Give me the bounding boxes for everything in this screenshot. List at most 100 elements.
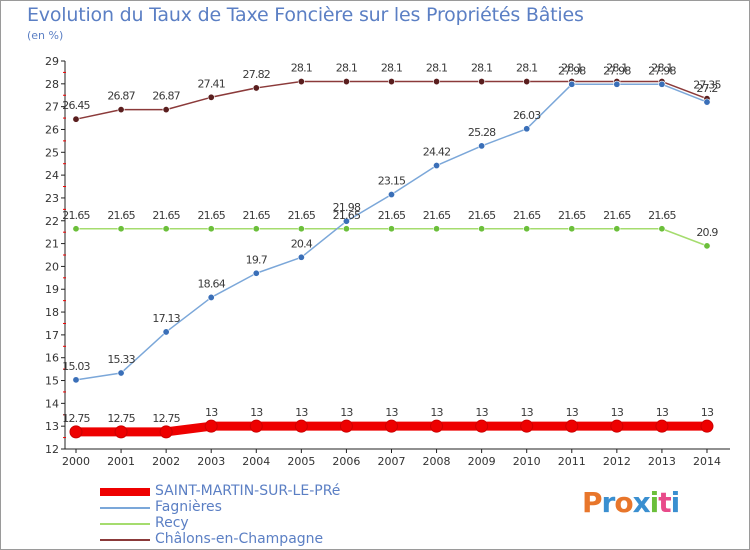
x-tick-label: 2012 <box>603 455 631 468</box>
data-label: 21.65 <box>378 209 406 222</box>
legend-label: SAINT-MARTIN-SUR-LE-PRé <box>155 483 341 499</box>
logo-letter: i <box>670 486 681 519</box>
data-point <box>387 78 395 86</box>
data-point <box>297 78 305 86</box>
x-tick-label: 2003 <box>197 455 225 468</box>
data-label: 28.1 <box>426 62 447 75</box>
y-tick-label: 24 <box>45 169 59 182</box>
data-point <box>69 425 83 439</box>
data-label: 13 <box>566 406 579 419</box>
legend-item: Fagnières <box>100 499 400 516</box>
x-tick-label: 2014 <box>693 455 721 468</box>
x-tick-label: 2000 <box>62 455 90 468</box>
x-tick-label: 2004 <box>242 455 270 468</box>
data-label: 18.64 <box>197 277 225 290</box>
legend-swatch <box>100 523 150 525</box>
data-label: 21.65 <box>423 209 451 222</box>
data-label: 26.87 <box>107 90 135 103</box>
x-tick-label: 2008 <box>423 455 451 468</box>
data-label: 24.42 <box>423 146 451 159</box>
data-point <box>72 115 80 123</box>
data-label: 28.1 <box>336 62 357 75</box>
data-point <box>117 369 125 377</box>
data-point <box>72 225 80 233</box>
proxiti-logo: Proxiti <box>582 486 681 519</box>
y-tick-label: 12 <box>45 443 59 456</box>
data-point <box>207 225 215 233</box>
data-label: 27.35 <box>693 79 721 92</box>
data-label: 23.15 <box>378 175 406 188</box>
data-label: 12.75 <box>62 412 90 425</box>
legend-item: Recy <box>100 515 400 532</box>
data-label: 12.75 <box>152 412 180 425</box>
data-point <box>700 419 714 433</box>
data-point <box>297 253 305 261</box>
data-label: 21.65 <box>333 209 361 222</box>
y-tick-label: 15 <box>45 375 59 388</box>
y-tick-label: 13 <box>45 420 59 433</box>
y-tick-label: 19 <box>45 283 59 296</box>
legend-swatch <box>100 488 150 496</box>
data-point <box>565 419 579 433</box>
data-label: 27.41 <box>197 77 225 90</box>
data-point <box>433 162 441 170</box>
y-tick-label: 17 <box>45 329 59 342</box>
x-tick-label: 2006 <box>332 455 360 468</box>
data-label: 19.7 <box>246 253 268 266</box>
data-point <box>117 106 125 114</box>
data-label: 27.98 <box>603 64 631 77</box>
data-point <box>523 125 531 133</box>
data-label: 26.87 <box>152 90 180 103</box>
data-point <box>387 191 395 199</box>
x-tick-label: 2001 <box>107 455 135 468</box>
y-tick-label: 16 <box>45 352 59 365</box>
data-point <box>433 78 441 86</box>
data-point <box>339 419 353 433</box>
chart-title: Evolution du Taux de Taxe Foncière sur l… <box>27 4 584 26</box>
data-label: 21.65 <box>243 209 271 222</box>
data-point <box>520 419 534 433</box>
data-label: 13 <box>656 406 669 419</box>
data-point <box>433 225 441 233</box>
data-label: 15.03 <box>62 360 90 373</box>
data-label: 26.03 <box>513 109 541 122</box>
data-point <box>655 419 669 433</box>
data-point <box>117 225 125 233</box>
y-tick-label: 28 <box>45 78 59 91</box>
data-label: 28.1 <box>516 62 537 75</box>
logo-letter: i <box>649 486 660 519</box>
data-point <box>159 425 173 439</box>
data-label: 20.9 <box>696 226 718 239</box>
y-tick-label: 26 <box>45 123 59 136</box>
data-point <box>72 376 80 384</box>
logo-letter: t <box>658 486 671 519</box>
data-label: 27.2 <box>696 82 717 95</box>
data-point <box>249 419 263 433</box>
data-point <box>252 84 260 92</box>
data-label: 21.65 <box>152 209 180 222</box>
data-point <box>613 225 621 233</box>
data-point <box>207 93 215 101</box>
x-tick-label: 2007 <box>377 455 405 468</box>
data-point <box>568 80 576 88</box>
data-point <box>523 225 531 233</box>
legend-label: Châlons-en-Champagne <box>155 531 324 547</box>
data-point <box>475 419 489 433</box>
data-point <box>162 328 170 336</box>
data-label: 27.98 <box>648 64 676 77</box>
data-label: 28.1 <box>291 62 312 75</box>
data-label: 13 <box>430 406 443 419</box>
data-point <box>613 80 621 88</box>
data-label: 13 <box>611 406 624 419</box>
data-point <box>162 225 170 233</box>
y-tick-label: 18 <box>45 306 59 319</box>
data-label: 28.1 <box>561 62 582 75</box>
y-tick-label: 14 <box>45 397 59 410</box>
logo-letter: r <box>601 486 616 519</box>
data-point <box>478 225 486 233</box>
data-label: 21.65 <box>648 209 676 222</box>
data-label: 28.1 <box>381 62 402 75</box>
data-label: 13 <box>340 406 353 419</box>
data-label: 12.75 <box>107 412 135 425</box>
